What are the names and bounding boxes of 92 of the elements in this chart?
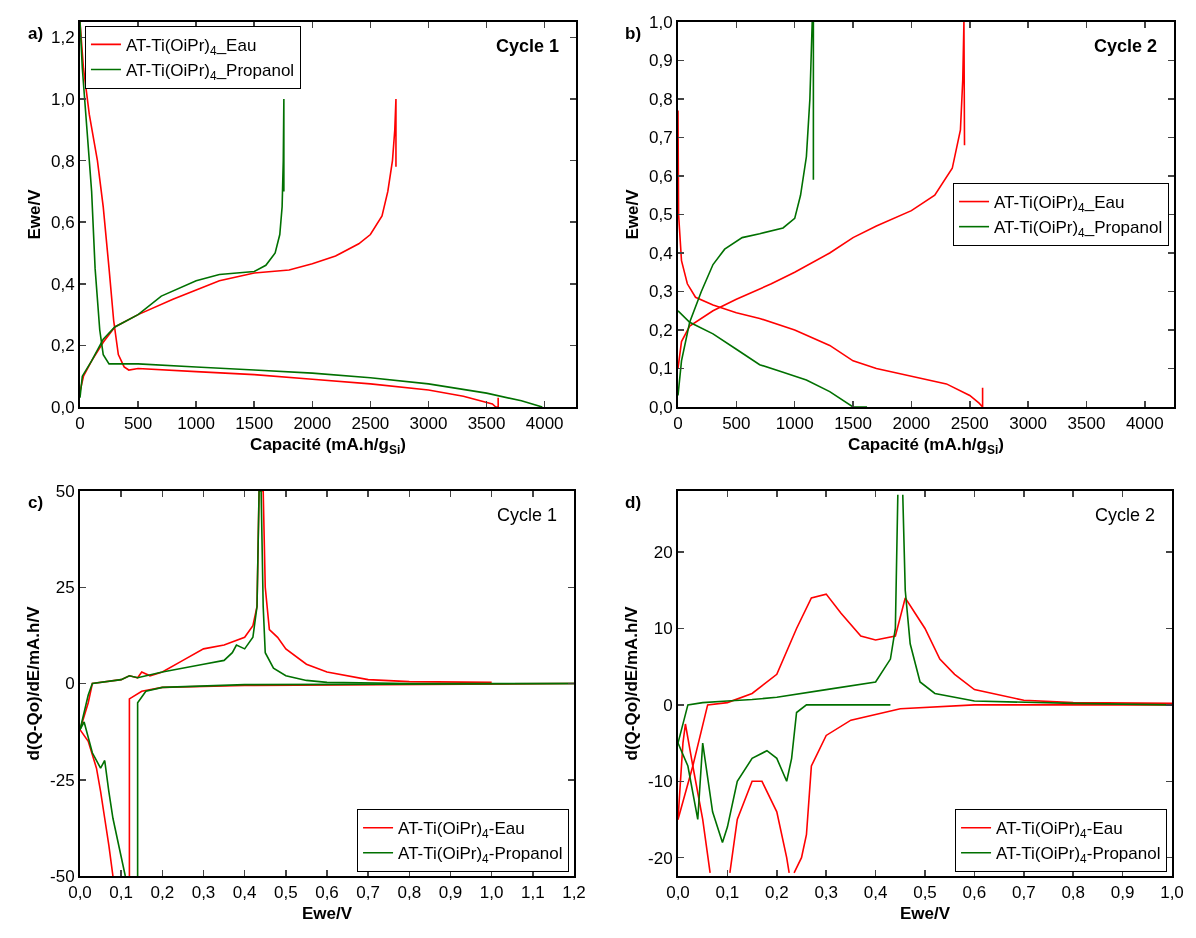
x-tick-label: 0,0 bbox=[68, 883, 92, 903]
y-tick-label: 0,6 bbox=[648, 166, 673, 186]
y-tick-label: 50 bbox=[55, 481, 75, 501]
y-tick-label: 20 bbox=[653, 543, 673, 563]
y-tick-label: 0,7 bbox=[648, 128, 673, 148]
y-tick-label: 1,0 bbox=[648, 12, 673, 32]
x-tick-label: 500 bbox=[722, 414, 751, 434]
x-tick-label: 4000 bbox=[525, 414, 564, 434]
legend-label: AT-Ti(OiPr)$_{4}$_Eau bbox=[994, 193, 1125, 215]
annotation: Cycle 2 bbox=[1094, 36, 1158, 56]
y-tick-label: 0,5 bbox=[648, 205, 673, 225]
y-tick-label: -10 bbox=[648, 772, 673, 792]
x-tick-label: 0,9 bbox=[1110, 883, 1135, 903]
x-tick-label: 0,1 bbox=[109, 883, 133, 903]
x-tick-label: 0,8 bbox=[1061, 883, 1086, 903]
x-tick-label: 2500 bbox=[351, 414, 390, 434]
x-tick-label: 3500 bbox=[1067, 414, 1106, 434]
annotation: Cycle 2 bbox=[1095, 505, 1156, 525]
x-tick-label: 1500 bbox=[834, 414, 872, 434]
x-axis-title: Ewe/V bbox=[899, 904, 951, 924]
x-tick-label: 0,2 bbox=[150, 883, 175, 903]
y-tick-label: 25 bbox=[55, 578, 75, 598]
y-tick-label: 0 bbox=[65, 674, 75, 694]
x-tick-label: 0,7 bbox=[356, 883, 380, 903]
y-tick-label: 1,2 bbox=[50, 28, 75, 48]
y-tick-label: 0,4 bbox=[648, 243, 673, 263]
x-tick-label: 0,4 bbox=[232, 883, 257, 903]
y-axis-title: d(Q-Qo)/dE/mA.h/V bbox=[24, 605, 44, 761]
x-tick-label: 0,4 bbox=[863, 883, 888, 903]
x-tick-label: 0,1 bbox=[715, 883, 740, 903]
x-tick-label: 0,2 bbox=[764, 883, 789, 903]
y-tick-label: 0,4 bbox=[50, 274, 75, 294]
x-tick-label: 2000 bbox=[892, 414, 931, 434]
legend-label: AT-Ti(OiPr)$_{4}$_Eau bbox=[125, 36, 257, 58]
y-tick-label: 0,3 bbox=[648, 282, 673, 302]
x-tick-label: 1,0 bbox=[479, 883, 504, 903]
x-tick-label: 1,2 bbox=[562, 883, 586, 903]
y-axis-title: Ewe/V bbox=[623, 188, 643, 240]
x-tick-label: 2000 bbox=[293, 414, 332, 434]
x-tick-label: 0,9 bbox=[438, 883, 463, 903]
y-tick-label: 0,8 bbox=[50, 151, 75, 171]
y-tick-label: 0,2 bbox=[648, 320, 673, 340]
x-tick-label: 2500 bbox=[950, 414, 989, 434]
y-tick-label: 0,1 bbox=[648, 359, 673, 379]
annotation: Cycle 1 bbox=[497, 505, 558, 525]
x-tick-label: 0,8 bbox=[397, 883, 422, 903]
y-tick-label: 0,9 bbox=[648, 51, 673, 71]
x-tick-label: 0,5 bbox=[913, 883, 937, 903]
x-tick-label: 1000 bbox=[775, 414, 814, 434]
x-axis-title: Capacité (mA.h/g$_{Si}$) bbox=[848, 435, 1004, 457]
x-tick-label: 3000 bbox=[1009, 414, 1048, 434]
x-tick-label: 4000 bbox=[1125, 414, 1164, 434]
x-axis-title: Capacité (mA.h/g$_{Si}$) bbox=[250, 435, 406, 457]
y-tick-label: 10 bbox=[653, 619, 673, 639]
y-tick-label: 0 bbox=[663, 695, 673, 715]
x-tick-label: 0,7 bbox=[1011, 883, 1036, 903]
y-tick-label: 1,0 bbox=[50, 89, 75, 109]
y-axis-title: d(Q-Qo)/dE/mA.h/V bbox=[622, 605, 642, 761]
legend-label: AT-Ti(OiPr)$_{4}$_Propanol bbox=[994, 218, 1163, 240]
x-tick-label: 0,3 bbox=[191, 883, 216, 903]
x-tick-label: 0,5 bbox=[274, 883, 298, 903]
text: d) bbox=[625, 493, 642, 512]
y-tick-label: 0,2 bbox=[50, 336, 75, 356]
x-tick-label: 1,1 bbox=[521, 883, 545, 903]
text: c) bbox=[28, 493, 44, 512]
y-tick-label: -50 bbox=[50, 866, 75, 886]
y-tick-label: -25 bbox=[50, 770, 75, 790]
x-tick-label: 0,3 bbox=[814, 883, 839, 903]
legend-label: AT-Ti(OiPr)$_{4}$-Propanol bbox=[996, 844, 1161, 866]
x-tick-label: 3000 bbox=[409, 414, 448, 434]
y-tick-label: 0,8 bbox=[648, 89, 673, 109]
legend-label: AT-Ti(OiPr)$_{4}$-Eau bbox=[996, 819, 1123, 841]
text: a) bbox=[28, 24, 44, 43]
y-tick-label: 0,0 bbox=[50, 397, 75, 417]
legend-label: AT-Ti(OiPr)$_{4}$-Eau bbox=[398, 819, 525, 841]
x-tick-label: 1500 bbox=[235, 414, 274, 434]
x-tick-label: 0,6 bbox=[315, 883, 339, 903]
x-tick-label: 0,0 bbox=[666, 883, 690, 903]
x-tick-label: 0,6 bbox=[962, 883, 987, 903]
y-tick-label: 0,0 bbox=[648, 397, 673, 417]
legend-label: AT-Ti(OiPr)$_{4}$-Propanol bbox=[398, 844, 563, 866]
x-tick-label: 1000 bbox=[177, 414, 216, 434]
y-tick-label: -20 bbox=[648, 848, 673, 868]
text: b) bbox=[625, 24, 642, 43]
x-tick-label: 500 bbox=[123, 414, 153, 434]
y-tick-label: 0,6 bbox=[50, 213, 75, 233]
x-axis-title: Ewe/V bbox=[301, 904, 353, 924]
x-tick-label: 3500 bbox=[467, 414, 506, 434]
annotation: Cycle 1 bbox=[496, 36, 560, 56]
legend-label: AT-Ti(OiPr)$_{4}$_Propanol bbox=[125, 61, 295, 83]
y-axis-title: Ewe/V bbox=[25, 188, 45, 240]
x-tick-label: 1,0 bbox=[1160, 883, 1184, 903]
